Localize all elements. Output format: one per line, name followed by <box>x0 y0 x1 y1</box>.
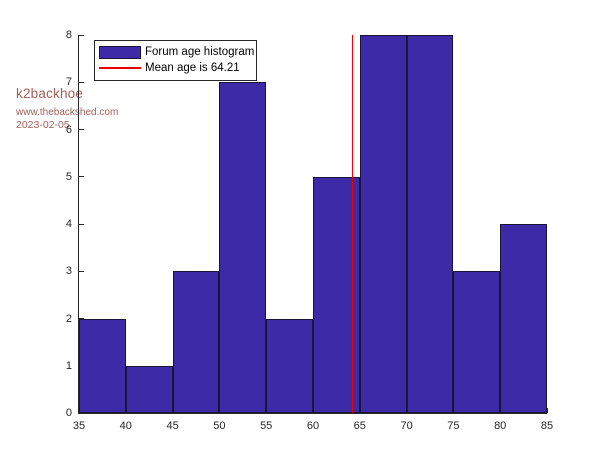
legend-entry-mean: Mean age is 64.21 <box>95 60 256 76</box>
legend-box: Forum age histogram Mean age is 64.21 <box>94 40 257 81</box>
y-tick-label: 4 <box>65 218 72 230</box>
y-tick-mark <box>79 412 84 414</box>
x-tick-label: 40 <box>119 420 132 432</box>
y-tick-mark <box>79 270 84 272</box>
histogram-bar <box>125 365 173 413</box>
x-tick-label: 55 <box>260 420 273 432</box>
histogram-bar <box>500 224 547 413</box>
x-tick-mark <box>546 408 548 413</box>
y-tick-label: 3 <box>65 265 72 278</box>
x-tick-label: 35 <box>72 420 86 432</box>
x-tick-label: 70 <box>400 420 413 432</box>
histogram-bar <box>359 35 407 413</box>
histogram-swatch-icon <box>99 45 141 59</box>
y-tick-label: 1 <box>65 359 72 372</box>
x-tick-label: 85 <box>540 420 554 432</box>
y-tick-mark <box>79 176 84 178</box>
y-tick-label: 5 <box>65 170 72 183</box>
legend-label-mean: Mean age is 64.21 <box>145 62 240 74</box>
watermark-date: 2023-02-05 <box>16 119 70 131</box>
watermark-site: www.thebackshed.com <box>16 107 119 118</box>
histogram-bar <box>453 271 501 413</box>
watermark-author: k2backhoe <box>16 86 84 101</box>
y-tick-label: 2 <box>65 312 72 325</box>
histogram-bar <box>79 318 126 413</box>
histogram-bar <box>172 271 220 413</box>
x-tick-label: 65 <box>353 420 366 432</box>
y-tick-label: 7 <box>65 76 72 89</box>
legend-key <box>95 67 145 69</box>
histogram-bar <box>219 82 267 413</box>
x-tick-label: 45 <box>166 420 179 432</box>
y-tick-mark <box>79 34 84 36</box>
x-tick-label: 80 <box>494 420 507 432</box>
y-tick-mark <box>79 129 84 130</box>
x-tick-label: 50 <box>213 420 226 432</box>
legend-key <box>95 45 145 59</box>
legend-entry-histogram: Forum age histogram <box>95 44 256 60</box>
histogram-bar <box>266 318 313 413</box>
watermark: k2backhoe www.thebackshed.com 2023-02-05 <box>16 86 118 130</box>
y-tick-mark <box>79 223 84 225</box>
y-tick-label: 8 <box>65 29 72 41</box>
y-tick-mark <box>79 81 84 83</box>
y-tick-label: 0 <box>65 407 72 419</box>
histogram-bar <box>406 35 454 413</box>
plot-area: 0 1 2 3 4 5 6 7 8 35 40 45 50 55 60 65 70 75 80 85 Forum ag… <box>66 29 553 432</box>
y-tick-label: 6 <box>65 123 72 136</box>
mean-line-swatch-icon <box>99 67 141 69</box>
x-tick-label: 60 <box>306 420 320 432</box>
mean-age-line <box>351 35 354 413</box>
legend-label-histogram: Forum age histogram <box>145 46 255 58</box>
x-tick-label: 75 <box>447 420 460 432</box>
